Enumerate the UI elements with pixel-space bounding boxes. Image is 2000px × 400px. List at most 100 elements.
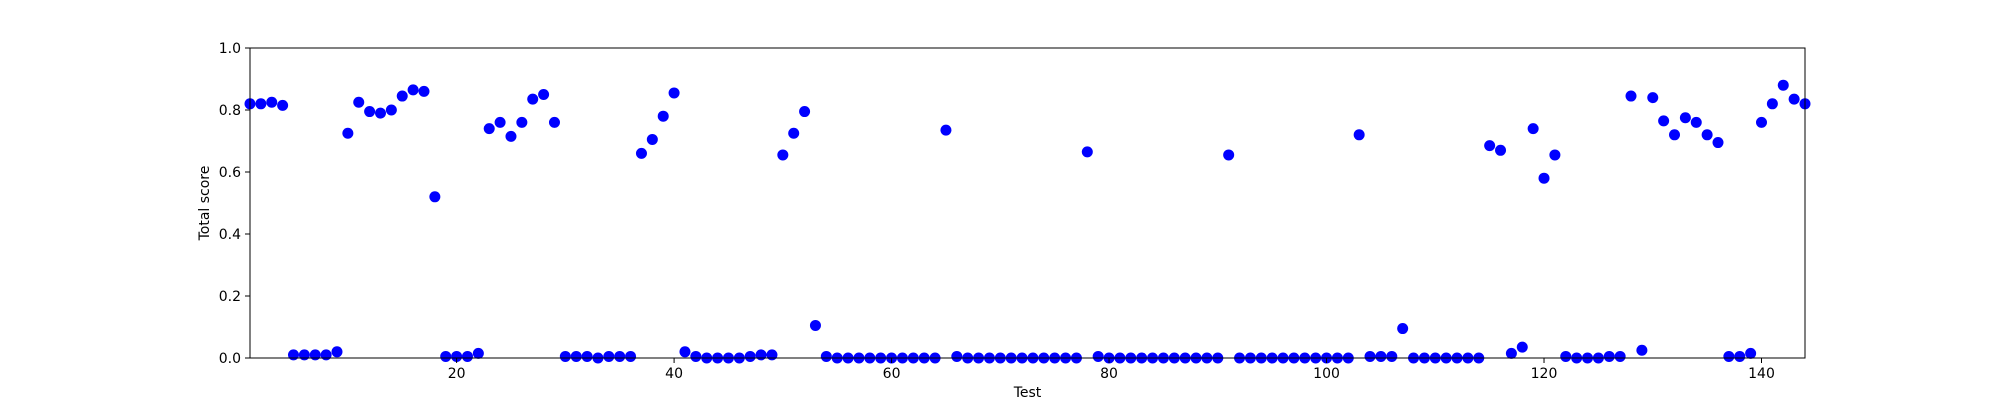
data-point	[559, 350, 571, 362]
data-point	[309, 349, 321, 361]
data-point	[940, 124, 952, 136]
data-point	[1516, 341, 1528, 353]
data-point	[396, 90, 408, 102]
data-point	[1756, 116, 1768, 128]
x-tick-label: 60	[883, 366, 901, 382]
data-point	[472, 347, 484, 359]
data-point	[614, 350, 626, 362]
data-point	[1679, 112, 1691, 124]
data-point	[287, 349, 299, 361]
data-point	[581, 350, 593, 362]
data-point	[494, 116, 506, 128]
data-point	[1690, 116, 1702, 128]
x-tick-label: 20	[448, 366, 466, 382]
data-point	[646, 133, 658, 145]
data-point	[1712, 137, 1724, 149]
data-point	[1603, 350, 1615, 362]
data-point	[1636, 344, 1648, 356]
data-point	[766, 349, 778, 361]
axis-ticks: 20 40 60 80 100 120 140 0.0 0.2 0.4 0.6 0.8 1.0	[219, 41, 1775, 382]
data-point	[603, 350, 615, 362]
y-tick-label: 0.6	[219, 165, 241, 181]
data-point	[1092, 350, 1104, 362]
x-tick-label: 120	[1531, 366, 1558, 382]
data-point	[429, 191, 441, 203]
data-point	[570, 350, 582, 362]
y-axis-label: Total score	[197, 166, 213, 242]
data-point	[1669, 129, 1681, 141]
data-point	[1375, 350, 1387, 362]
data-point	[1081, 146, 1093, 158]
data-point	[1527, 123, 1539, 135]
data-point	[538, 89, 550, 100]
data-point	[418, 85, 430, 97]
data-point	[668, 87, 680, 99]
data-point	[1495, 144, 1507, 156]
data-point	[1614, 350, 1626, 362]
data-point	[777, 149, 789, 161]
data-point	[1777, 79, 1789, 91]
data-point	[1386, 350, 1398, 362]
data-point	[1364, 350, 1376, 362]
data-point	[1560, 350, 1572, 362]
data-point	[1701, 129, 1713, 141]
data-point	[342, 127, 354, 139]
x-tick-label: 140	[1748, 366, 1775, 382]
data-point	[788, 127, 800, 139]
data-point	[820, 350, 832, 362]
data-point	[461, 350, 473, 362]
data-point	[1658, 115, 1670, 127]
x-axis-label: Test	[1013, 385, 1042, 400]
y-tick-label: 0.4	[219, 227, 241, 243]
data-point	[374, 107, 386, 119]
x-tick-label: 80	[1100, 366, 1118, 382]
x-tick-label: 100	[1313, 366, 1340, 382]
x-tick-label: 40	[665, 366, 683, 382]
data-point	[451, 350, 463, 362]
data-point	[1538, 172, 1550, 184]
y-tick-label: 0.8	[219, 103, 241, 119]
data-point	[1625, 90, 1637, 102]
data-point	[1745, 347, 1757, 359]
data-point	[483, 123, 495, 135]
data-point	[1223, 149, 1235, 161]
data-point	[1549, 149, 1561, 161]
data-point	[657, 110, 669, 122]
data-point	[1484, 140, 1496, 152]
data-point	[625, 350, 637, 362]
data-point	[951, 350, 963, 362]
data-point	[440, 350, 452, 362]
data-point	[1766, 98, 1778, 110]
data-point	[353, 96, 365, 108]
data-point	[809, 319, 821, 331]
y-tick-label: 1.0	[219, 41, 241, 57]
data-point	[635, 147, 647, 159]
data-point	[505, 130, 517, 142]
data-point	[266, 96, 278, 108]
data-point	[385, 104, 397, 116]
data-point	[407, 84, 419, 96]
data-point	[690, 350, 702, 362]
y-tick-label: 0.2	[219, 289, 241, 305]
data-point	[1734, 350, 1746, 362]
data-point	[516, 116, 528, 128]
data-point	[679, 346, 691, 358]
data-point	[298, 349, 310, 361]
data-point	[527, 93, 539, 105]
data-point	[1505, 347, 1517, 359]
data-point	[744, 350, 756, 362]
y-tick-label: 0.0	[219, 351, 241, 367]
data-point	[1647, 92, 1659, 104]
data-point	[331, 346, 343, 358]
data-point	[255, 98, 267, 110]
data-point	[1788, 93, 1800, 105]
plot-frame	[249, 47, 1806, 359]
data-point	[1397, 323, 1409, 335]
data-point	[364, 106, 376, 118]
data-point	[1723, 350, 1735, 362]
data-point	[548, 116, 560, 128]
data-point	[1353, 129, 1365, 141]
data-point	[755, 349, 767, 361]
